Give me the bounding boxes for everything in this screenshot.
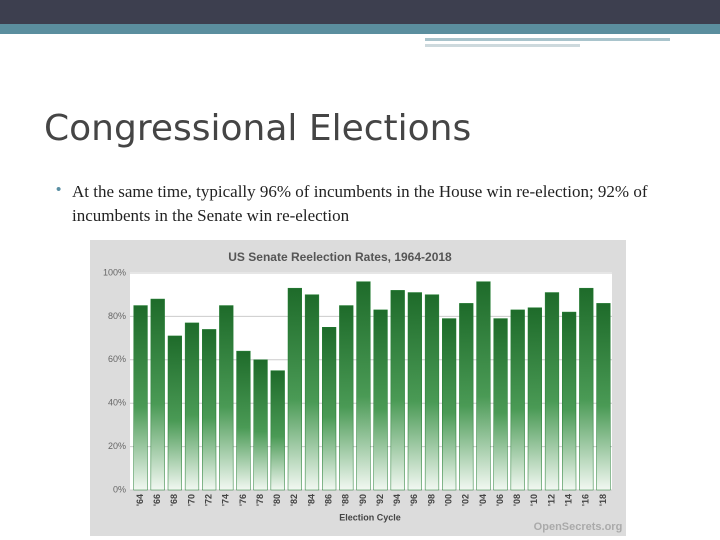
x-tick-label: '02 [461, 494, 471, 506]
bar [219, 305, 234, 491]
accent-line [425, 44, 580, 47]
x-tick-label: '88 [341, 494, 351, 506]
bar [253, 359, 268, 491]
x-tick-label: '86 [324, 494, 334, 506]
bar [236, 350, 251, 491]
x-tick-label: '10 [529, 494, 539, 506]
x-tick-label: '82 [289, 494, 299, 506]
bar [167, 335, 182, 491]
bar [202, 329, 217, 491]
x-tick-label: '96 [409, 494, 419, 506]
x-tick-label: '00 [444, 494, 454, 506]
x-tick-label: '80 [272, 494, 282, 506]
bar [493, 318, 508, 491]
x-tick-label: '14 [564, 494, 574, 506]
watermark: OpenSecrets.org [534, 521, 623, 533]
x-tick-label: '70 [186, 494, 196, 506]
x-tick-label: '12 [546, 494, 556, 506]
slide-title: Congressional Elections [44, 108, 472, 149]
bar [527, 307, 542, 491]
x-tick-label: '04 [478, 494, 488, 506]
x-tick-label: '74 [221, 494, 231, 506]
x-tick-label: '68 [169, 494, 179, 506]
bar [596, 303, 611, 491]
x-tick-label: '64 [135, 494, 145, 506]
x-tick-label: '66 [152, 494, 162, 506]
x-tick-label: '16 [581, 494, 591, 506]
chart: US Senate Reelection Rates, 1964-2018 El… [90, 240, 626, 536]
x-axis-label: Election Cycle [339, 512, 401, 522]
bar [407, 292, 422, 491]
x-tick-label: '06 [495, 494, 505, 506]
bar [562, 311, 577, 491]
bar [442, 318, 457, 491]
bar [322, 327, 337, 491]
x-tick-label: '84 [306, 494, 316, 506]
accent-line [425, 38, 670, 41]
x-tick-label: '94 [392, 494, 402, 506]
bar [287, 287, 302, 491]
x-tick-label: '90 [358, 494, 368, 506]
bar [424, 294, 440, 491]
y-tick-label: 20% [108, 441, 126, 451]
x-tick-label: '78 [255, 494, 265, 506]
bullet-text: At the same time, typically 96% of incum… [72, 182, 648, 225]
bar [510, 309, 525, 491]
y-tick-label: 40% [108, 398, 126, 408]
y-tick-label: 0% [113, 484, 126, 494]
x-tick-label: '72 [204, 494, 214, 506]
x-tick-label: '76 [238, 494, 248, 506]
bar [150, 298, 165, 491]
bar [459, 303, 474, 491]
bar [184, 322, 200, 491]
x-tick-label: '92 [375, 494, 385, 506]
x-tick-label: '98 [426, 494, 436, 506]
x-tick-label: '08 [512, 494, 522, 506]
bar [339, 305, 354, 491]
bar [390, 290, 405, 491]
x-tick-label: '18 [598, 494, 608, 506]
accent-bar [0, 24, 720, 34]
y-tick-label: 80% [108, 311, 126, 321]
y-tick-label: 60% [108, 354, 126, 364]
bar [356, 281, 371, 491]
bar [476, 281, 491, 491]
bar [270, 370, 285, 491]
chart-title: US Senate Reelection Rates, 1964-2018 [228, 250, 452, 264]
bar [304, 294, 320, 491]
bar [373, 309, 388, 491]
y-tick-label: 100% [103, 267, 126, 277]
bullet-dot: • [56, 181, 62, 198]
top-bar [0, 0, 720, 24]
bar [133, 305, 148, 491]
bar [579, 287, 594, 491]
bar [544, 292, 560, 491]
